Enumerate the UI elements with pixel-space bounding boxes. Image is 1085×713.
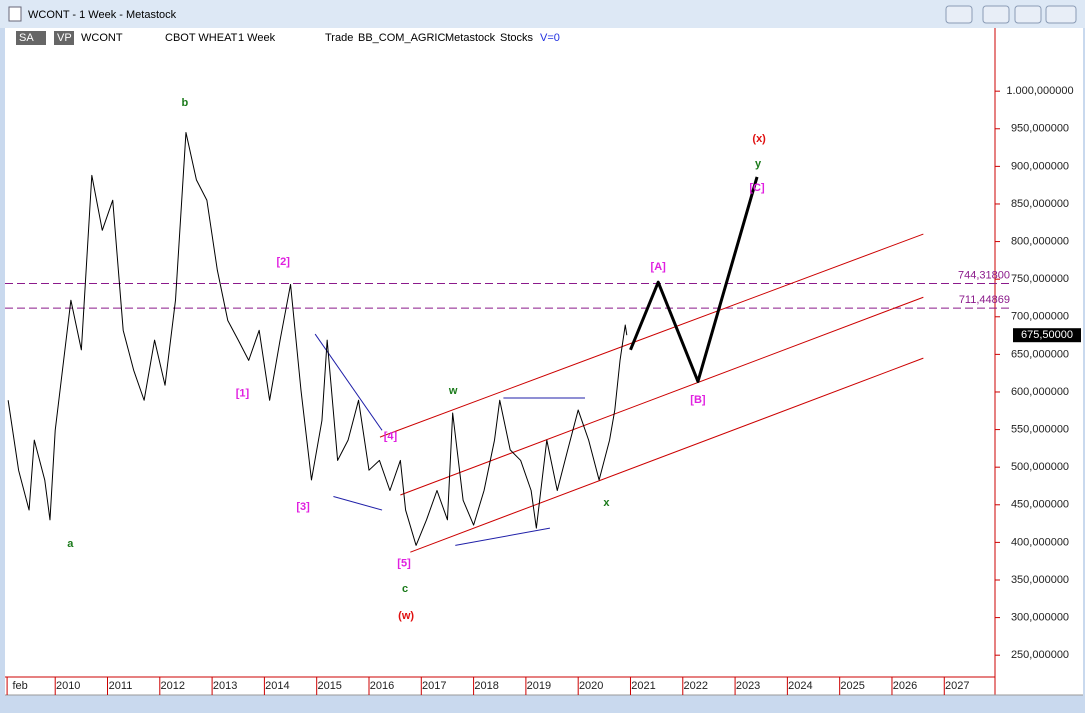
x-tick-label: 2018: [474, 680, 498, 692]
trend-line: [333, 496, 383, 511]
y-tick-label: 750,000000: [1011, 273, 1069, 285]
wave-label: [1]: [236, 387, 250, 399]
x-tick-label: 2027: [945, 680, 969, 692]
y-tick-label: 250,000000: [1011, 649, 1069, 661]
wave-label: x: [603, 497, 610, 509]
toolbar-item: WCONT: [81, 32, 123, 44]
title-bar: [0, 0, 1085, 28]
price-line: [7, 132, 628, 546]
x-tick-label: 2010: [56, 680, 80, 692]
y-tick-label: 500,000000: [1011, 461, 1069, 473]
trend-line: [400, 296, 924, 496]
y-tick-label: 300,000000: [1011, 611, 1069, 623]
y-tick-label: 450,000000: [1011, 499, 1069, 511]
y-tick-label: 650,000000: [1011, 348, 1069, 360]
y-tick-label: 350,000000: [1011, 574, 1069, 586]
x-tick-label: 2025: [840, 680, 864, 692]
toolbar-item: Stocks: [500, 32, 534, 44]
x-tick-label: 2016: [370, 680, 394, 692]
window-buttons[interactable]: [945, 5, 1077, 24]
toolbar-item: V=0: [540, 32, 560, 44]
close-button[interactable]: [1045, 5, 1077, 24]
toolbar-item: Metastock: [445, 32, 496, 44]
wave-label: [3]: [296, 501, 310, 513]
x-tick-label: 2023: [736, 680, 760, 692]
x-tick-label: 2015: [317, 680, 341, 692]
level-label: 711,44869: [959, 294, 1010, 306]
wave-label: [A]: [651, 261, 667, 273]
minimize-button[interactable]: [982, 5, 1010, 24]
x-tick-label: feb: [12, 680, 27, 692]
wave-label: b: [182, 97, 189, 109]
y-tick-label: 700,000000: [1011, 311, 1069, 323]
wave-label: c: [402, 583, 408, 595]
app-icon: [8, 6, 22, 22]
toolbar-item: Trade: [325, 32, 353, 44]
x-tick-label: 2024: [788, 680, 812, 692]
wave-label: (w): [398, 610, 414, 622]
x-tick-label: 2017: [422, 680, 446, 692]
level-label: 744,31800: [958, 269, 1010, 281]
wave-label: w: [448, 385, 458, 397]
y-tick-label: 1.000,000000: [1006, 85, 1073, 97]
restore-button[interactable]: [945, 5, 973, 24]
y-tick-label: 950,000000: [1011, 123, 1069, 135]
wave-label: a: [67, 538, 74, 550]
toolbar-box: [54, 31, 74, 45]
price-line: [629, 176, 759, 383]
last-value-label: 675,50000: [1021, 329, 1073, 341]
wave-label: [B]: [690, 394, 706, 406]
y-tick-label: 850,000000: [1011, 198, 1069, 210]
toolbar-item: 1 Week: [238, 32, 276, 44]
wave-label: (x): [752, 133, 766, 145]
x-tick-label: 2011: [109, 680, 133, 692]
window-title: WCONT - 1 Week - Metastock: [28, 9, 177, 21]
x-tick-label: 2022: [684, 680, 708, 692]
wave-label: [C]: [749, 182, 765, 194]
last-value-box: [1013, 328, 1081, 343]
wave-label: [2]: [276, 256, 290, 268]
toolbar-item: BB_COM_AGRIC: [358, 32, 445, 44]
toolbar-item[interactable]: VP: [57, 32, 72, 44]
maximize-button[interactable]: [1014, 5, 1042, 24]
x-tick-label: 2026: [893, 680, 917, 692]
x-tick-label: 2014: [265, 680, 289, 692]
wave-label: y: [755, 158, 762, 170]
y-tick-label: 550,000000: [1011, 423, 1069, 435]
chart-background: [5, 28, 1083, 695]
wave-label: [4]: [384, 430, 398, 442]
y-tick-label: 900,000000: [1011, 160, 1069, 172]
toolbar-item[interactable]: SA: [19, 32, 34, 44]
x-tick-label: 2012: [161, 680, 185, 692]
x-tick-label: 2021: [631, 680, 655, 692]
trend-line: [410, 357, 924, 553]
y-tick-label: 400,000000: [1011, 536, 1069, 548]
wave-label: [5]: [397, 557, 411, 569]
toolbar-box: [16, 31, 46, 45]
x-tick-label: 2019: [527, 680, 551, 692]
x-tick-label: 2013: [213, 680, 237, 692]
x-tick-label: 2020: [579, 680, 603, 692]
y-tick-label: 800,000000: [1011, 235, 1069, 247]
y-tick-label: 600,000000: [1011, 386, 1069, 398]
trend-line: [455, 527, 551, 546]
trend-line: [379, 233, 924, 438]
toolbar-item: CBOT WHEAT: [165, 32, 238, 44]
